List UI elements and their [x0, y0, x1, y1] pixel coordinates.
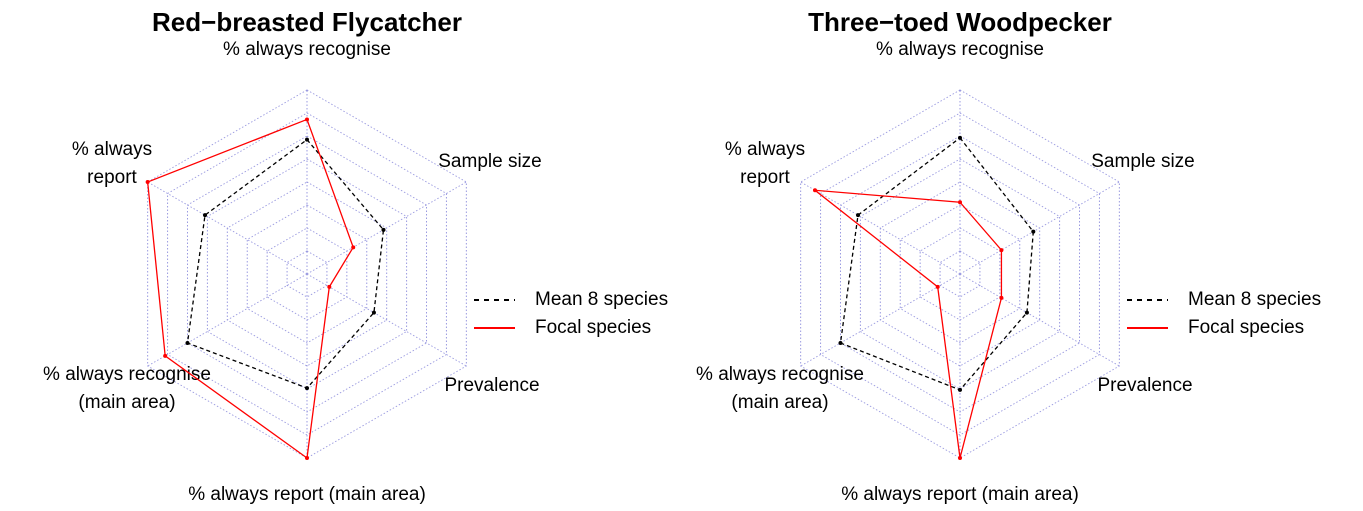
series-point [327, 284, 332, 289]
series-point [935, 284, 940, 289]
axis-label: % always report (main area) [188, 484, 426, 505]
axis-label: Prevalence [1097, 375, 1192, 396]
series-point [203, 213, 208, 218]
series-point [856, 213, 861, 218]
series-point [305, 456, 309, 460]
grid-ring [206, 158, 408, 390]
series-point [371, 310, 376, 315]
series-point [999, 295, 1004, 300]
series-point [958, 387, 962, 392]
axis-label: % always report [72, 139, 152, 188]
series-point [305, 386, 309, 391]
axis-spoke [306, 273, 467, 367]
axis-label: % always recognise [876, 39, 1044, 60]
series-point [958, 456, 962, 460]
axis-label: Prevalence [444, 375, 539, 396]
series-point [305, 117, 309, 122]
series-point [1031, 229, 1036, 234]
axis-spoke [959, 181, 1120, 275]
legend-label: Focal species [1188, 317, 1304, 338]
legend-label: Focal species [535, 317, 651, 338]
series-point [838, 341, 843, 345]
legend-label: Mean 8 species [1188, 289, 1321, 310]
axis-spoke [306, 181, 467, 275]
axis-spoke [959, 273, 1120, 367]
series-point [812, 188, 817, 193]
axis-spoke [147, 273, 308, 367]
series-point [381, 227, 386, 232]
axis-label: Sample size [1091, 151, 1195, 172]
axis-spoke [147, 181, 308, 275]
axis-label: % always report (main area) [841, 484, 1079, 505]
axis-label: Sample size [438, 151, 542, 172]
series-line [146, 118, 354, 460]
series-point [351, 245, 356, 250]
axis-label: % always recognise (main area) [43, 364, 211, 413]
axis-label: % always recognise (main area) [696, 364, 864, 413]
series-line [186, 138, 385, 389]
grid-ring [899, 204, 1021, 344]
chart-title: Three−toed Woodpecker [808, 7, 1112, 37]
axis-spoke [800, 181, 961, 275]
series-point [958, 135, 962, 140]
series-point [185, 341, 190, 345]
series-point [145, 180, 150, 184]
series-point [999, 248, 1004, 253]
series-point [305, 137, 309, 142]
axis-spoke [800, 273, 961, 367]
grid-ring [246, 204, 368, 344]
legend-label: Mean 8 species [535, 289, 668, 310]
series-point [163, 353, 168, 358]
axis-label: % always report [725, 139, 805, 188]
grid-ring [859, 158, 1061, 390]
series-point [958, 200, 962, 205]
axis-label: % always recognise [223, 39, 391, 60]
chart-title: Red−breasted Flycatcher [152, 7, 462, 37]
series-line [839, 136, 1034, 391]
series-point [1024, 310, 1029, 315]
